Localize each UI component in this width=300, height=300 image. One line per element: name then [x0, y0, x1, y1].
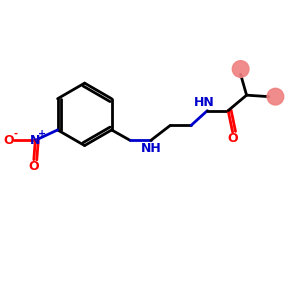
Text: NH: NH: [140, 142, 161, 155]
Text: O: O: [4, 134, 14, 147]
Circle shape: [232, 61, 249, 77]
Text: O: O: [28, 160, 39, 173]
Text: -: -: [14, 129, 18, 139]
Circle shape: [267, 88, 284, 105]
Text: +: +: [38, 129, 46, 139]
Text: HN: HN: [194, 96, 214, 109]
Text: O: O: [227, 132, 238, 145]
Text: N: N: [30, 134, 40, 147]
